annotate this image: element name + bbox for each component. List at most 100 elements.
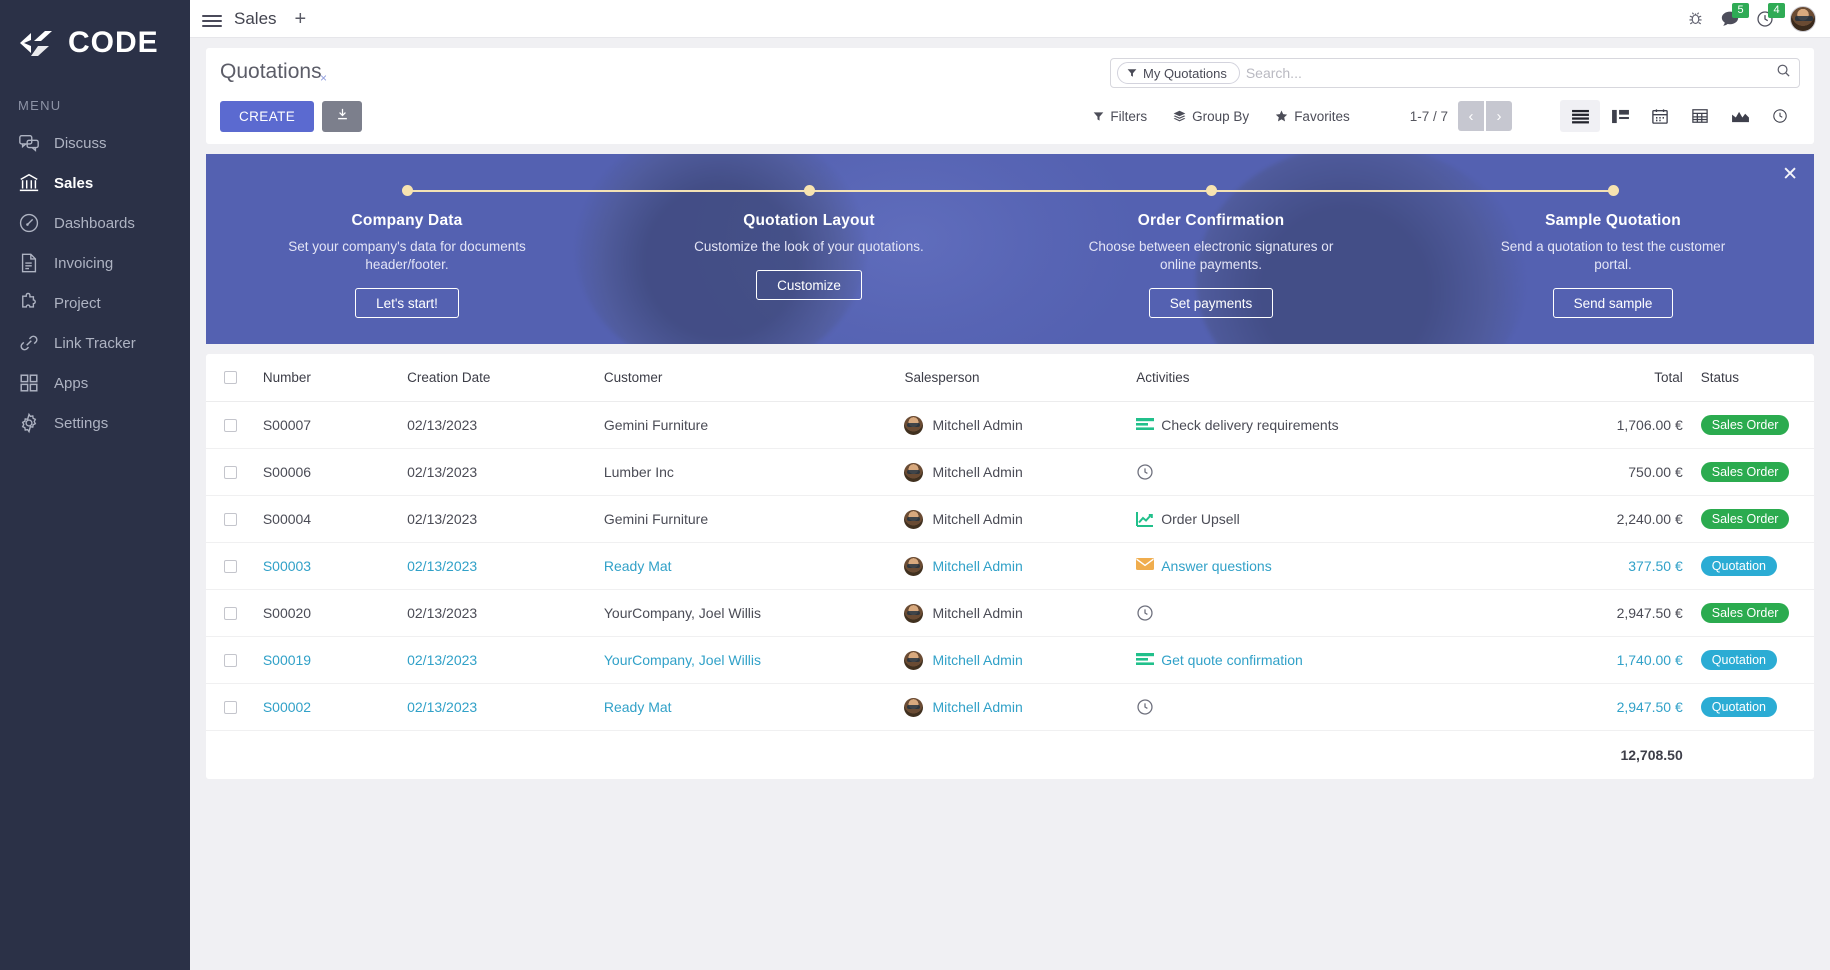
- select-all-checkbox[interactable]: [224, 371, 237, 384]
- salesperson-name: Mitchell Admin: [932, 699, 1023, 715]
- send-sample-button[interactable]: Send sample: [1552, 288, 1674, 319]
- activity-view-icon[interactable]: [1760, 100, 1800, 132]
- bug-icon[interactable]: [1687, 10, 1704, 27]
- row-checkbox[interactable]: [224, 700, 237, 714]
- brand[interactable]: CODE: [0, 0, 190, 60]
- clock-grey-icon[interactable]: [1136, 463, 1154, 481]
- cell-total: 1,740.00 €: [1551, 636, 1683, 684]
- kanban-view-icon[interactable]: [1600, 100, 1640, 132]
- column-header-customer[interactable]: Customer: [603, 354, 905, 402]
- calendar-view-icon[interactable]: [1640, 100, 1680, 132]
- discuss-icon: [18, 132, 40, 154]
- sidebar-item-apps[interactable]: Apps: [0, 363, 190, 403]
- cell-creation-date: 02/13/2023: [407, 589, 604, 637]
- search-facet-my-quotations[interactable]: My Quotations: [1117, 62, 1240, 84]
- column-header-creation-date[interactable]: Creation Date: [407, 354, 604, 402]
- cell-customer: Gemini Furniture: [603, 401, 905, 449]
- sidebar-item-settings[interactable]: Settings: [0, 403, 190, 443]
- hamburger-icon[interactable]: [202, 12, 222, 27]
- sidebar-item-sales[interactable]: Sales: [0, 163, 190, 203]
- search-icon[interactable]: [1776, 63, 1791, 83]
- create-button[interactable]: CREATE: [220, 100, 315, 132]
- search-box[interactable]: My Quotations: [1110, 58, 1800, 88]
- search-facet-remove[interactable]: ×: [320, 71, 328, 85]
- row-select-cell: [206, 589, 263, 637]
- table-row[interactable]: S00019 02/13/2023 YourCompany, Joel Will…: [206, 636, 1814, 684]
- step-title: Quotation Layout: [743, 212, 875, 229]
- clock-grey-icon[interactable]: [1136, 604, 1154, 622]
- banner-close-icon[interactable]: ✕: [1782, 164, 1798, 185]
- group-by-menu[interactable]: Group By: [1173, 109, 1249, 124]
- pivot-view-icon[interactable]: [1680, 100, 1720, 132]
- graph-view-icon[interactable]: [1720, 100, 1760, 132]
- cell-number: S00006: [262, 448, 408, 496]
- filters-menu[interactable]: Filters: [1093, 109, 1147, 124]
- set-payments-button[interactable]: Set payments: [1148, 288, 1274, 319]
- table-row[interactable]: S00020 02/13/2023 YourCompany, Joel Will…: [206, 589, 1814, 637]
- cell-number: S00019: [262, 636, 408, 684]
- sidebar-item-project[interactable]: Project: [0, 283, 190, 323]
- table-footer-row: 12,708.50: [206, 730, 1814, 779]
- topbar-icons: 5 4: [1687, 2, 1816, 32]
- pager-previous-button[interactable]: ‹: [1458, 101, 1484, 131]
- cell-salesperson: Mitchell Admin: [904, 495, 1137, 543]
- table-row[interactable]: S00004 02/13/2023 Gemini Furniture Mitch…: [206, 495, 1814, 543]
- cell-activities: Order Upsell: [1136, 495, 1552, 543]
- cell-number: S00007: [262, 401, 408, 449]
- row-checkbox[interactable]: [224, 606, 237, 620]
- sidebar-item-label: Project: [54, 294, 101, 312]
- user-avatar[interactable]: [1790, 5, 1816, 32]
- favorites-menu[interactable]: Favorites: [1275, 109, 1350, 124]
- sidebar-item-link-tracker[interactable]: Link Tracker: [0, 323, 190, 363]
- list-green-icon[interactable]: [1136, 416, 1155, 434]
- column-header-activities[interactable]: Activities: [1136, 354, 1552, 402]
- table-row[interactable]: S00003 02/13/2023 Ready Mat Mitchell Adm…: [206, 542, 1814, 590]
- app-name[interactable]: Sales: [234, 8, 277, 28]
- column-header-number[interactable]: Number: [262, 354, 408, 402]
- row-checkbox[interactable]: [224, 418, 237, 432]
- cell-status: Sales Order: [1682, 401, 1814, 449]
- cell-activities: [1136, 683, 1552, 731]
- cell-creation-date: 02/13/2023: [407, 683, 604, 731]
- sidebar-item-dashboards[interactable]: Dashboards: [0, 203, 190, 243]
- search-input[interactable]: [1245, 65, 1770, 81]
- table-head: Number Creation Date Customer Salesperso…: [206, 354, 1814, 402]
- search-area: My Quotations ×: [320, 58, 1800, 88]
- salesperson-name: Mitchell Admin: [932, 652, 1023, 668]
- footer-spacer-6: [1136, 730, 1552, 779]
- project-icon: [18, 292, 40, 314]
- chat-icon[interactable]: 5: [1720, 2, 1749, 28]
- table-row[interactable]: S00006 02/13/2023 Lumber Inc Mitchell Ad…: [206, 448, 1814, 496]
- sidebar-item-discuss[interactable]: Discuss: [0, 123, 190, 163]
- import-button[interactable]: [322, 100, 363, 132]
- salesperson-name: Mitchell Admin: [932, 417, 1023, 433]
- column-header-status[interactable]: Status: [1682, 354, 1814, 402]
- row-checkbox[interactable]: [224, 559, 237, 573]
- column-header-salesperson[interactable]: Salesperson: [904, 354, 1137, 402]
- cell-activities: Get quote confirmation: [1136, 636, 1552, 684]
- cell-total: 2,240.00 €: [1551, 495, 1683, 543]
- row-checkbox[interactable]: [224, 465, 237, 479]
- envelope-orange-icon[interactable]: [1136, 557, 1155, 575]
- table-row[interactable]: S00002 02/13/2023 Ready Mat Mitchell Adm…: [206, 683, 1814, 731]
- chart-green-icon[interactable]: [1136, 510, 1154, 528]
- pager-next-button[interactable]: ›: [1486, 101, 1512, 131]
- column-header-total[interactable]: Total: [1551, 354, 1683, 402]
- cell-salesperson: Mitchell Admin: [904, 636, 1137, 684]
- clock-icon[interactable]: 4: [1756, 2, 1785, 28]
- row-checkbox[interactable]: [224, 512, 237, 526]
- table-row[interactable]: S00007 02/13/2023 Gemini Furniture Mitch…: [206, 401, 1814, 449]
- row-checkbox[interactable]: [224, 653, 237, 667]
- sidebar-item-invoicing[interactable]: Invoicing: [0, 243, 190, 283]
- step-description: Customize the look of your quotations.: [694, 239, 924, 254]
- activity-label: Get quote confirmation: [1161, 652, 1303, 668]
- list-green-icon[interactable]: [1136, 651, 1155, 669]
- list-view-icon[interactable]: [1560, 100, 1600, 132]
- cell-creation-date: 02/13/2023: [407, 495, 604, 543]
- salesperson-avatar: [904, 697, 924, 717]
- row-select-cell: [206, 495, 263, 543]
- lets-start-button[interactable]: Let's start!: [355, 288, 459, 319]
- customize-button[interactable]: Customize: [756, 270, 862, 301]
- add-tab-button[interactable]: +: [294, 7, 307, 30]
- clock-grey-icon[interactable]: [1136, 698, 1154, 716]
